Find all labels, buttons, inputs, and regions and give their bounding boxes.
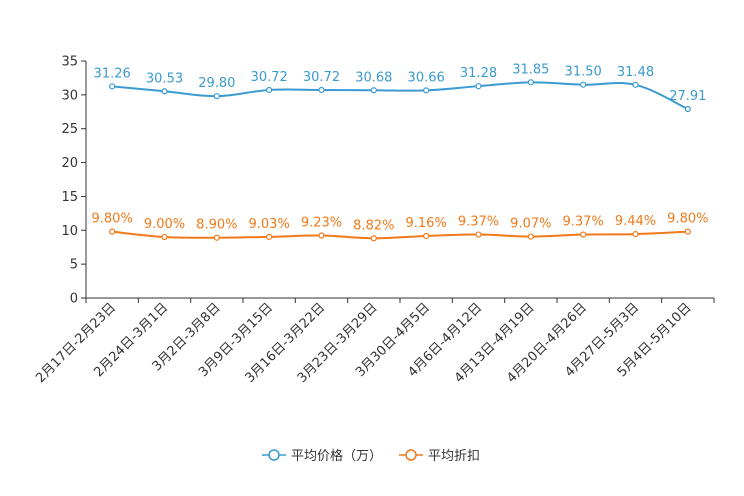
- data-label: 30.53: [146, 71, 183, 86]
- data-point[interactable]: [684, 105, 691, 113]
- data-point[interactable]: [213, 234, 220, 241]
- data-label: 31.26: [94, 66, 131, 81]
- data-label: 9.37%: [458, 215, 499, 230]
- data-point[interactable]: [475, 83, 482, 90]
- data-point[interactable]: [684, 228, 691, 235]
- data-labels: 31.26 30.53 29.80 30.72 30.72 30.68 30.66 31.28…: [92, 62, 709, 233]
- data-label: 9.37%: [563, 215, 604, 230]
- y-tick-label: 10: [61, 224, 78, 239]
- data-label: 9.03%: [249, 217, 290, 232]
- y-tick-label: 15: [61, 190, 78, 205]
- data-point[interactable]: [423, 87, 430, 94]
- y-tick-label: 0: [70, 292, 78, 307]
- data-point[interactable]: [109, 228, 116, 235]
- legend-label: 平均价格（万）: [291, 448, 382, 464]
- y-tick-label: 20: [61, 156, 78, 171]
- series-lines: [109, 79, 691, 242]
- data-label: 9.23%: [301, 215, 342, 230]
- data-label: 30.72: [251, 70, 288, 85]
- data-point[interactable]: [161, 88, 168, 95]
- legend-marker-icon: [268, 449, 280, 461]
- data-point[interactable]: [318, 232, 325, 239]
- series-line-0: [112, 81, 689, 110]
- data-point[interactable]: [266, 233, 273, 240]
- data-label: 31.85: [512, 62, 549, 77]
- y-tick-label: 25: [61, 122, 78, 137]
- data-label: 31.48: [617, 65, 654, 80]
- series-line-1: [112, 230, 688, 240]
- data-point[interactable]: [580, 81, 587, 88]
- legend-label: 平均折扣: [428, 449, 480, 464]
- data-point[interactable]: [423, 232, 430, 240]
- data-label: 8.82%: [353, 218, 394, 233]
- data-point[interactable]: [632, 230, 639, 238]
- data-label: 29.80: [198, 76, 235, 91]
- data-label: 30.68: [355, 70, 392, 85]
- data-point[interactable]: [527, 79, 534, 86]
- y-tick-label: 30: [61, 88, 78, 103]
- legend[interactable]: 平均价格（万） 平均折扣: [262, 448, 480, 464]
- y-tick-label: 35: [61, 55, 78, 70]
- data-label: 9.80%: [667, 212, 708, 227]
- data-label: 30.72: [303, 70, 340, 85]
- data-label: 9.00%: [144, 217, 185, 232]
- data-point[interactable]: [266, 86, 273, 94]
- data-point[interactable]: [632, 81, 639, 88]
- x-axis-ticks: 2月17日-2月23日2月24日-3月1日3月2日-3月8日3月9日-3月15日…: [33, 298, 715, 386]
- legend-marker-icon: [405, 449, 417, 461]
- data-point[interactable]: [475, 231, 482, 238]
- data-point[interactable]: [161, 233, 168, 241]
- data-label: 31.50: [565, 65, 602, 80]
- data-point[interactable]: [580, 231, 587, 238]
- data-label: 30.66: [408, 70, 445, 85]
- data-point[interactable]: [213, 93, 220, 100]
- data-point[interactable]: [370, 87, 377, 94]
- data-label: 9.07%: [510, 217, 551, 232]
- legend-item-1[interactable]: 平均折扣: [399, 449, 480, 464]
- legend-item-0[interactable]: 平均价格（万）: [262, 448, 382, 464]
- data-label: 27.91: [669, 89, 706, 104]
- data-label: 31.28: [460, 66, 497, 81]
- data-label: 9.80%: [92, 212, 133, 227]
- data-point[interactable]: [318, 86, 325, 94]
- data-point[interactable]: [370, 235, 377, 242]
- data-point[interactable]: [109, 83, 116, 90]
- data-label: 8.90%: [196, 218, 237, 233]
- data-label: 9.44%: [615, 214, 656, 229]
- y-axis-ticks: 0 5 10 15 20 25 30 35: [61, 55, 86, 307]
- data-point[interactable]: [527, 233, 534, 240]
- data-label: 9.16%: [406, 216, 447, 231]
- axes: [85, 61, 714, 299]
- y-tick-label: 5: [70, 258, 78, 273]
